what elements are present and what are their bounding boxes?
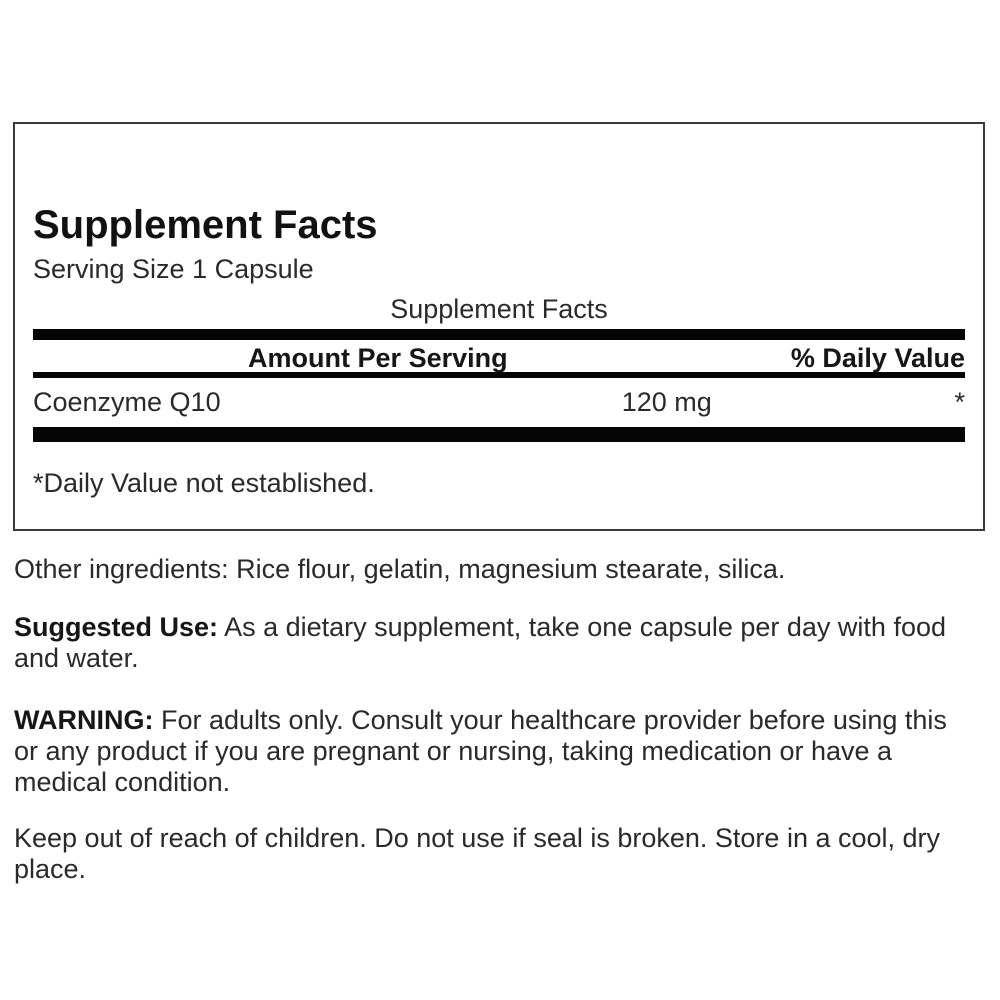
table-header-row: Amount Per Serving % Daily Value xyxy=(33,343,965,373)
suggested-use-paragraph: Suggested Use: As a dietary supplement, … xyxy=(14,612,964,674)
storage-instructions-text: Keep out of reach of children. Do not us… xyxy=(14,823,941,884)
suggested-use-text: As a dietary supplement, take one capsul… xyxy=(14,612,946,673)
warning-text: For adults only. Consult your healthcare… xyxy=(14,705,947,797)
divider-thick-bottom xyxy=(33,427,965,442)
table-caption: Supplement Facts xyxy=(390,294,608,324)
ingredient-name: Coenzyme Q10 xyxy=(33,387,221,417)
warning-label: WARNING: xyxy=(14,705,154,735)
warning-paragraph: WARNING: For adults only. Consult your h… xyxy=(14,705,964,798)
suggested-use-label: Suggested Use: xyxy=(14,612,219,642)
serving-size-text: Serving Size 1 Capsule xyxy=(33,254,314,284)
divider-thick-top xyxy=(33,329,965,340)
column-header-daily-value: % Daily Value xyxy=(790,343,965,373)
other-ingredients-text: Other ingredients: Rice flour, gelatin, … xyxy=(14,554,786,584)
supplement-facts-panel: Supplement Facts Serving Size 1 Capsule … xyxy=(13,122,985,531)
daily-value-footnote: *Daily Value not established. xyxy=(33,468,375,498)
ingredient-daily-value: * xyxy=(954,387,965,417)
column-header-amount-per-serving: Amount Per Serving xyxy=(248,343,508,373)
table-row: Coenzyme Q10 120 mg * xyxy=(33,387,965,417)
ingredient-amount: 120 mg xyxy=(621,387,712,417)
divider-thin-header xyxy=(33,372,965,378)
panel-title: Supplement Facts xyxy=(33,202,378,247)
